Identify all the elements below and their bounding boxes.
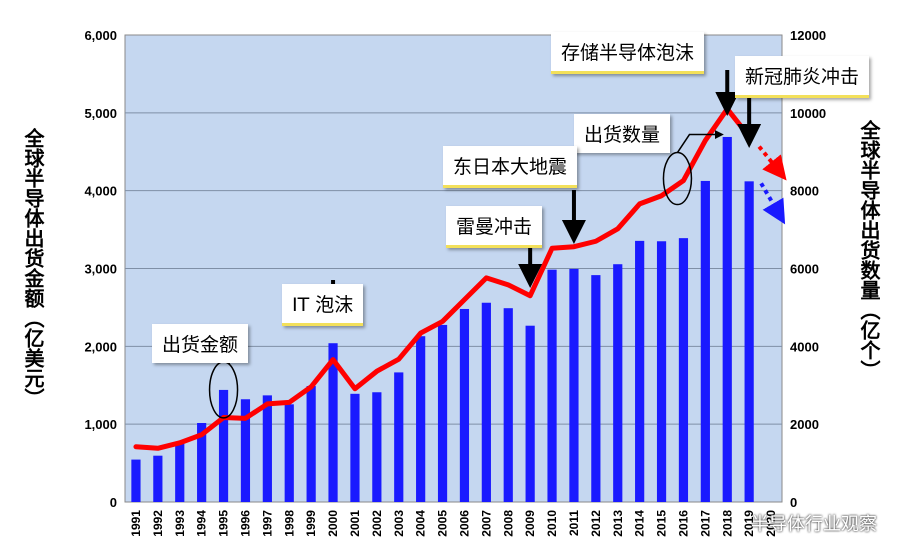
bar: [153, 455, 163, 502]
x-tick-label: 2006: [457, 510, 471, 537]
bar: [635, 240, 645, 502]
bar: [459, 308, 470, 502]
bar: [744, 181, 754, 502]
left-tick-label: 6,000: [84, 28, 117, 43]
x-tick-label: 2014: [633, 510, 647, 537]
left-tick-label: 0: [110, 495, 117, 510]
left-tick-label: 4,000: [84, 184, 117, 199]
x-tick-label: 2007: [479, 510, 493, 537]
x-tick-label: 2002: [370, 510, 384, 537]
x-tick-label: 2018: [720, 510, 734, 537]
bar: [416, 336, 426, 502]
callout-quantity: 出货数量: [574, 114, 671, 153]
callout-covid: 新冠肺炎冲击: [735, 56, 870, 98]
bar: [240, 399, 251, 502]
x-tick-label: 2009: [523, 510, 537, 537]
x-tick-label: 1998: [282, 510, 296, 537]
bar: [613, 264, 623, 502]
callout-lehman: 雷曼冲击: [446, 206, 543, 248]
x-tick-label: 1993: [173, 510, 187, 537]
projection-arrow-amount: [759, 182, 786, 225]
x-tick-label: 2015: [655, 510, 669, 537]
right-tick-label: 4000: [790, 339, 819, 354]
callout-amount: 出货金额: [152, 324, 249, 363]
callout-memory-bubble: 存储半导体泡沫: [551, 32, 705, 74]
right-tick-label: 6000: [790, 262, 819, 277]
watermark: 半导体行业观察: [751, 514, 877, 535]
right-tick-label: 0: [790, 495, 797, 510]
x-tick-label: 1994: [195, 510, 209, 537]
bar: [656, 241, 667, 502]
bar: [306, 386, 316, 502]
bar: [218, 389, 229, 502]
right-axis-ticks: 0 2000 4000 6000 8000 10000 12000: [790, 28, 826, 510]
x-tick-label: 1999: [304, 510, 318, 537]
left-tick-label: 5,000: [84, 106, 117, 121]
bar: [328, 343, 338, 502]
x-tick-label: 2003: [392, 510, 406, 537]
x-tick-label: 2005: [436, 510, 450, 537]
quantity-pointer: [676, 130, 724, 153]
bar: [197, 422, 207, 502]
bar: [372, 392, 382, 502]
bar: [284, 404, 294, 502]
x-tick-label: 2008: [501, 510, 515, 537]
projection-arrow-quantity: [757, 145, 787, 181]
bar: [437, 324, 448, 502]
right-tick-label: 2000: [790, 417, 819, 432]
x-tick-label: 2004: [414, 510, 428, 537]
quantity-line: [133, 106, 752, 451]
bar: [722, 136, 732, 502]
x-tick-label: 1992: [151, 510, 165, 537]
left-axis-label: 全球半导体出货金额（亿美元）: [21, 128, 45, 408]
left-tick-label: 3,000: [84, 262, 117, 277]
bar: [175, 442, 185, 502]
bar: [262, 395, 272, 502]
x-tick-label: 2012: [589, 510, 603, 537]
bar: [131, 459, 141, 502]
x-tick-label: 2010: [545, 510, 559, 537]
bar: [481, 302, 491, 502]
x-tick-label: 1995: [217, 510, 231, 537]
bar: [394, 372, 404, 502]
right-tick-label: 12000: [790, 28, 826, 43]
bar: [350, 393, 360, 502]
x-tick-label: 2019: [742, 510, 756, 537]
line-series-quantity: [133, 106, 752, 451]
x-tick-label: 2020: [764, 510, 778, 537]
x-tick-label: 2017: [698, 510, 712, 537]
left-axis-ticks: 0 1,000 2,000 3,000 4,000 5,000 6,000: [84, 28, 117, 510]
x-tick-label: 2016: [676, 510, 690, 537]
bar: [569, 268, 579, 502]
callout-it-bubble: IT 泡沫: [282, 284, 364, 326]
bar: [525, 325, 535, 502]
bar: [547, 269, 557, 502]
bar: [700, 180, 710, 502]
bar-series-amount: [131, 136, 754, 502]
callout-japan-quake: 东日本大地震: [443, 146, 578, 188]
x-tick-label: 1991: [129, 510, 143, 537]
x-tick-label: 2011: [567, 510, 581, 536]
right-axis-label: 全球半导体出货数量（亿个）: [857, 120, 881, 380]
right-tick-label: 8000: [790, 184, 819, 199]
x-tick-label: 1996: [238, 510, 252, 537]
x-axis-ticks: 1991 1992 1993 1994 1995 1996 1997 1998 1999 2000…: [129, 510, 778, 537]
bar: [503, 308, 513, 502]
bar: [591, 275, 601, 502]
x-tick-label: 1997: [260, 510, 274, 537]
x-tick-label: 2000: [326, 510, 340, 537]
left-tick-label: 2,000: [84, 339, 117, 354]
x-tick-label: 2013: [611, 510, 625, 537]
right-tick-label: 10000: [790, 106, 826, 121]
bar: [678, 238, 689, 502]
left-tick-label: 1,000: [84, 417, 117, 432]
x-tick-label: 2001: [348, 510, 362, 537]
